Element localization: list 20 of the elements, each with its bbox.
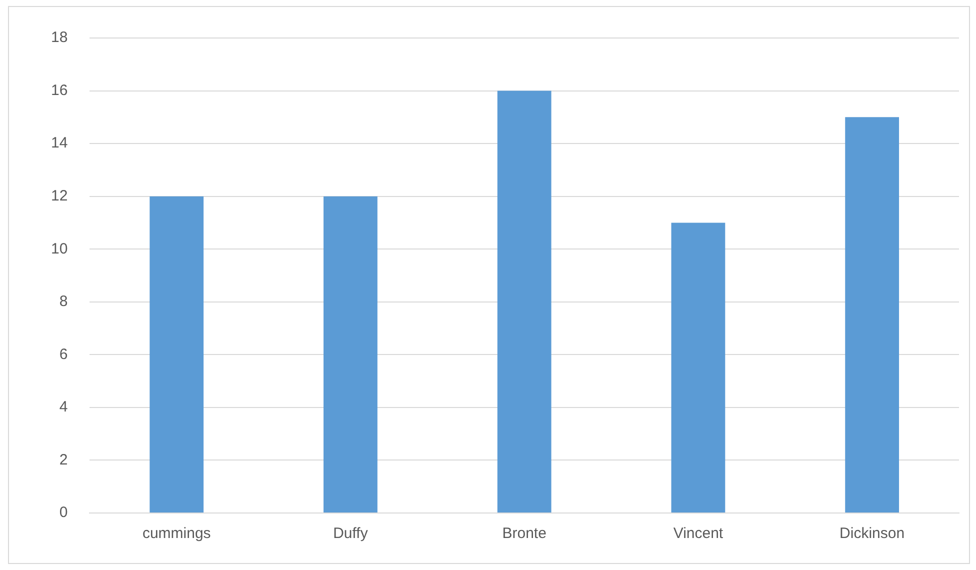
- x-tick-label: Bronte: [502, 525, 546, 542]
- x-tick-label: cummings: [142, 525, 211, 542]
- bar: [324, 196, 378, 512]
- y-tick-label: 6: [59, 346, 68, 363]
- y-tick-label: 16: [50, 82, 68, 99]
- x-tick-label: Dickinson: [840, 525, 905, 542]
- y-tick-label: 2: [59, 451, 68, 468]
- x-tick-label: Duffy: [333, 525, 368, 542]
- y-tick-label: 18: [50, 29, 68, 46]
- y-tick-label: 12: [50, 187, 68, 204]
- x-tick-label: Vincent: [673, 525, 724, 542]
- y-tick-label: 0: [59, 504, 68, 522]
- bar: [671, 222, 726, 512]
- y-tick-label: 4: [59, 398, 68, 416]
- y-tick-label: 14: [50, 134, 68, 152]
- bar: [845, 117, 900, 512]
- bar: [150, 196, 204, 512]
- y-tick-label: 10: [50, 240, 68, 258]
- bar: [497, 90, 552, 512]
- y-tick-label: 8: [59, 293, 68, 310]
